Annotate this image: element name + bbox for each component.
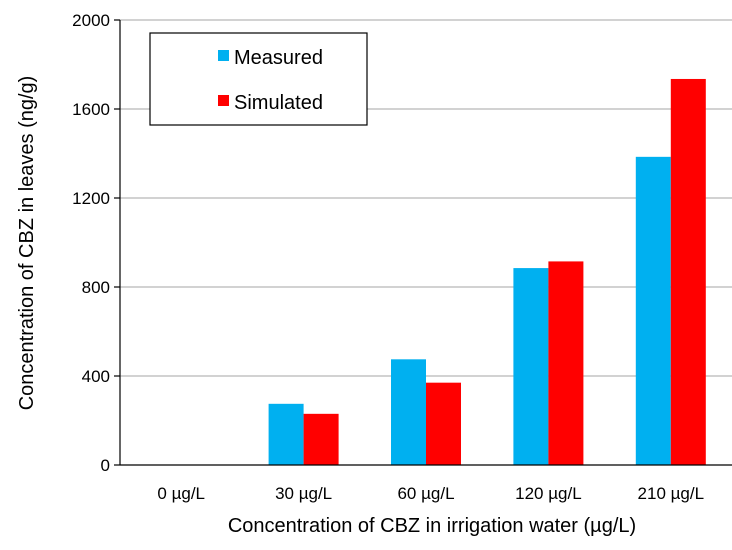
- y-tick-label: 2000: [72, 11, 110, 30]
- bars: [268, 78, 706, 466]
- y-tick-label: 400: [82, 367, 110, 386]
- bar-measured: [513, 268, 549, 465]
- bar-simulated: [670, 78, 706, 466]
- bar-simulated: [303, 413, 339, 465]
- legend-box: [149, 32, 368, 126]
- bar-simulated: [426, 382, 461, 465]
- x-tick-label: 120 µg/L: [515, 484, 582, 503]
- legend-swatch-simulated: [218, 95, 229, 106]
- y-tick-label: 1200: [72, 189, 110, 208]
- legend-label-simulated: Simulated: [234, 92, 323, 114]
- y-tick-label: 0: [101, 456, 110, 475]
- legend-swatch-measured: [218, 50, 229, 61]
- y-tick-labels: 0 400 800 1200 1600 2000: [72, 11, 110, 475]
- x-tick-label: 60 µg/L: [397, 484, 454, 503]
- x-tick-label: 0 µg/L: [157, 484, 205, 503]
- x-tick-label: 30 µg/L: [275, 484, 332, 503]
- x-axis-title: Concentration of CBZ in irrigation water…: [228, 515, 636, 537]
- y-tick-label: 800: [82, 278, 110, 297]
- y-tick-label: 1600: [72, 100, 110, 119]
- axes: [114, 19, 732, 466]
- bar-simulated: [548, 261, 584, 465]
- bar-measured: [391, 359, 426, 465]
- y-axis-title: Concentration of CBZ in leaves (ng/g): [16, 76, 38, 411]
- legend-label-measured: Measured: [234, 47, 323, 69]
- x-tick-label: 210 µg/L: [638, 484, 705, 503]
- bar-measured: [268, 403, 304, 465]
- legend: Measured Simulated: [149, 32, 368, 126]
- bar-measured: [635, 156, 671, 465]
- x-tick-labels: 0 µg/L 30 µg/L 60 µg/L 120 µg/L 210 µg/L: [157, 484, 704, 503]
